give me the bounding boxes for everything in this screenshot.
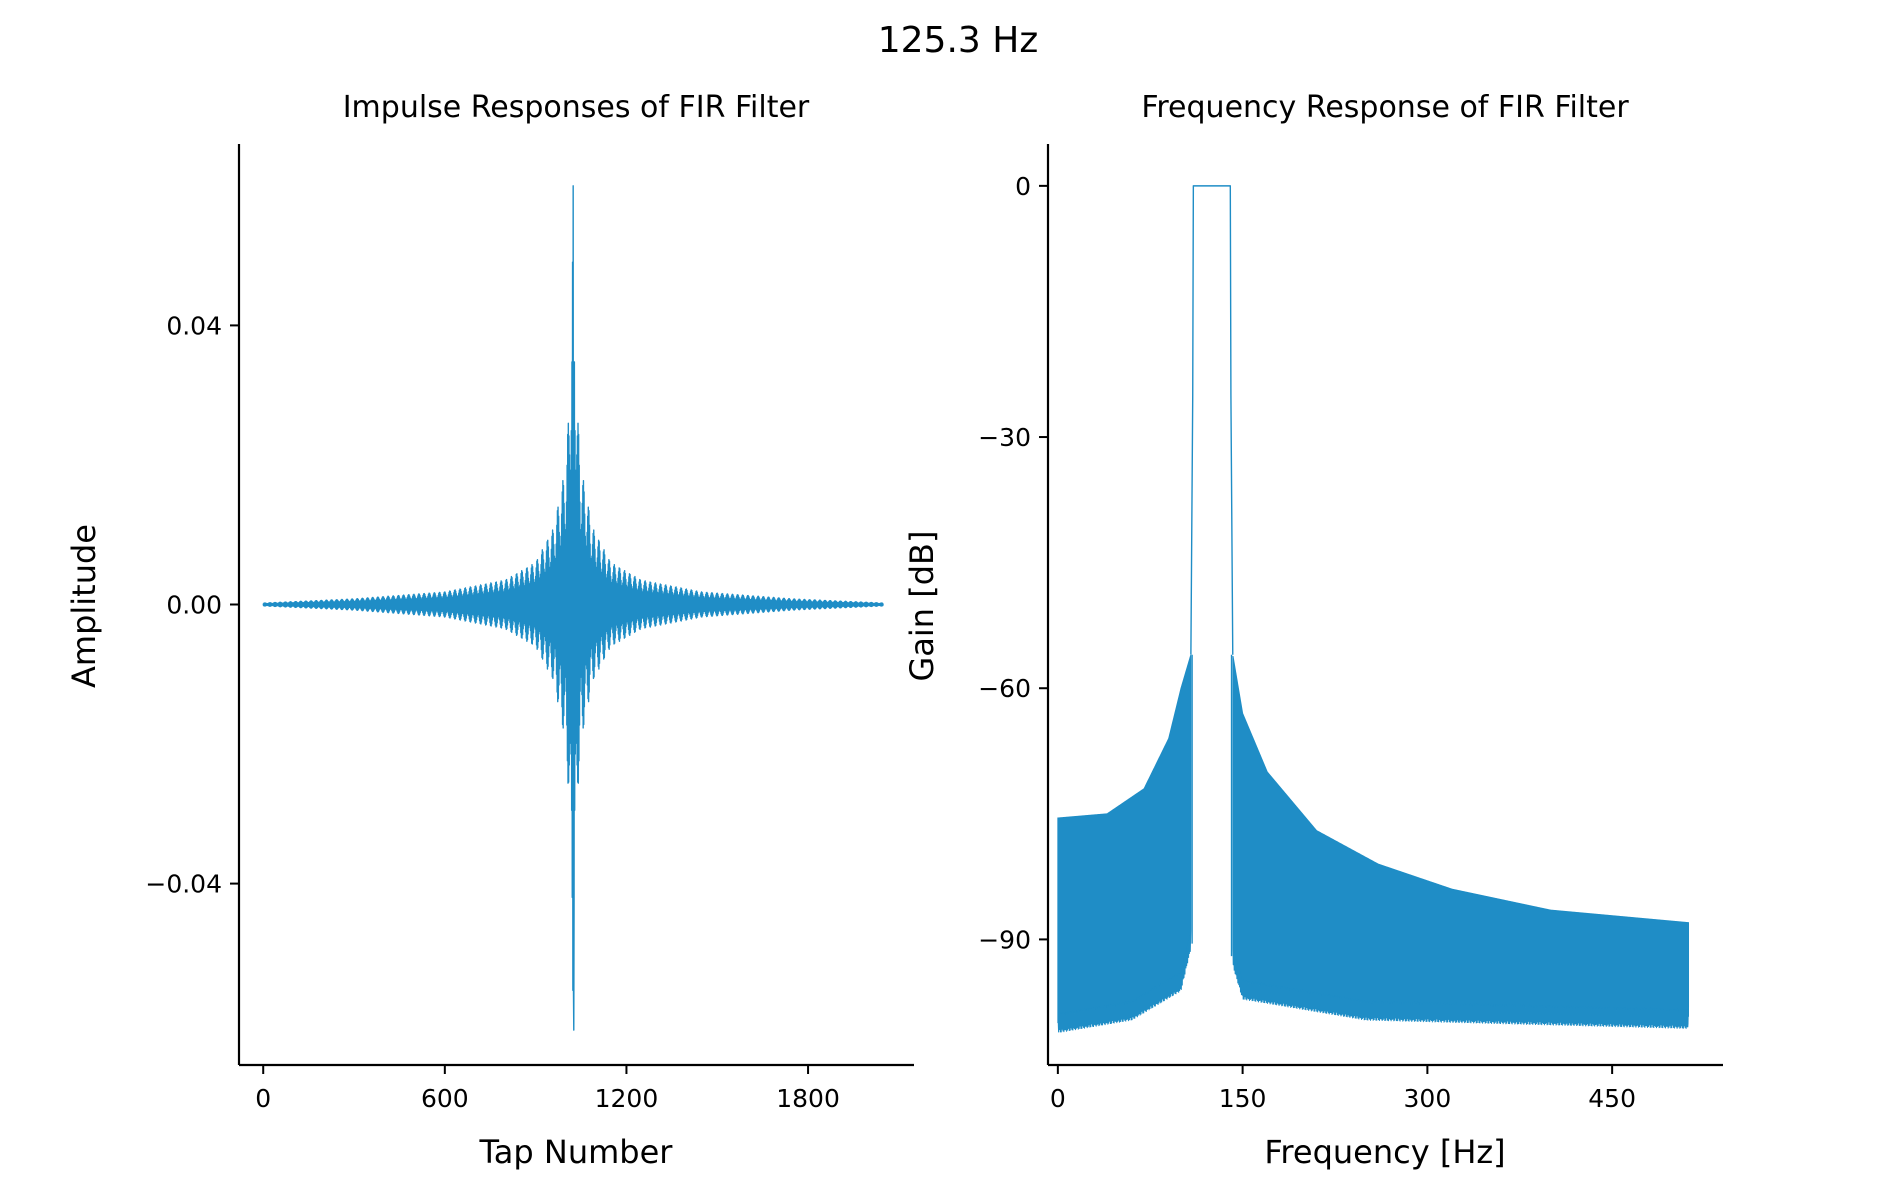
impulse-ytick-label: −0.04 [145, 870, 222, 899]
impulse-ylabel: Amplitude [65, 524, 103, 688]
frequency-ticks: 0 150 300 450 0 −30 −60 −90 [978, 172, 1636, 1113]
impulse-xlabel: Tap Number [479, 1133, 674, 1171]
frequency-plot-area [1057, 185, 1690, 1033]
frequency-stopband-low [1057, 654, 1192, 1033]
impulse-xtick-label: 1200 [595, 1084, 659, 1113]
frequency-ytick-label: 0 [1015, 172, 1031, 201]
impulse-title: Impulse Responses of FIR Filter [343, 90, 810, 125]
frequency-xtick-label: 450 [1588, 1084, 1636, 1113]
impulse-plot-area [262, 185, 884, 1031]
frequency-stopband-high [1232, 655, 1690, 1029]
frequency-ytick-label: −30 [978, 423, 1031, 452]
frequency-ytick-label: −90 [978, 925, 1031, 954]
frequency-title: Frequency Response of FIR Filter [1141, 90, 1629, 125]
impulse-axes: Impulse Responses of FIR Filter Tap Numb… [65, 90, 914, 1171]
frequency-xtick-label: 0 [1050, 1084, 1066, 1113]
impulse-series-line [262, 185, 884, 1031]
impulse-xtick-label: 600 [421, 1084, 469, 1113]
impulse-ticks: 0 600 1200 1800 −0.04 0.00 0.04 [145, 311, 839, 1113]
frequency-passband-line [1190, 185, 1234, 655]
frequency-xtick-label: 150 [1219, 1084, 1267, 1113]
frequency-ytick-label: −60 [978, 674, 1031, 703]
impulse-ytick-label: 0.04 [166, 311, 222, 340]
impulse-xtick-label: 1800 [776, 1084, 840, 1113]
frequency-axes: Frequency Response of FIR Filter Frequen… [903, 90, 1723, 1171]
impulse-xtick-label: 0 [255, 1084, 271, 1113]
impulse-ytick-label: 0.00 [166, 591, 222, 620]
frequency-xtick-label: 300 [1404, 1084, 1452, 1113]
frequency-xlabel: Frequency [Hz] [1264, 1133, 1505, 1171]
figure-suptitle: 125.3 Hz [878, 20, 1038, 61]
frequency-ylabel: Gain [dB] [903, 531, 941, 682]
